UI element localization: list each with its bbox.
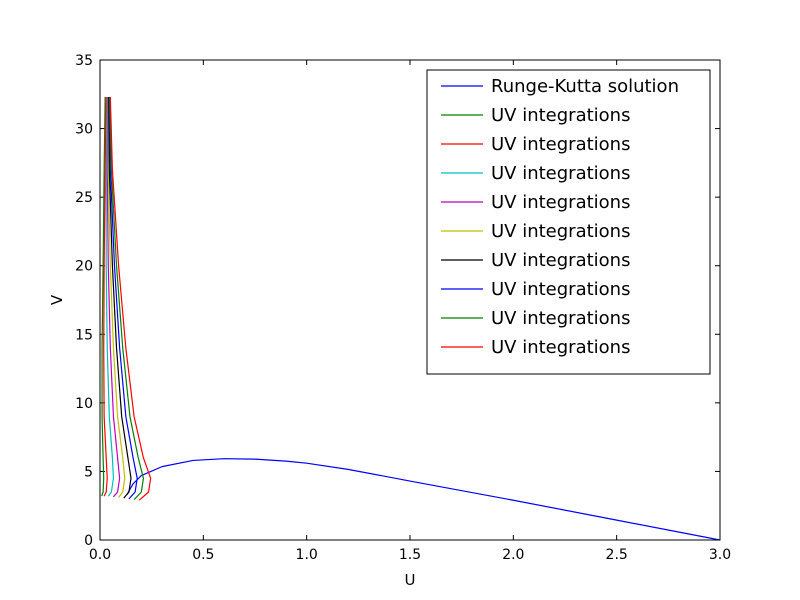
legend-entry: UV integrations: [491, 134, 630, 155]
x-tick-label: 0.0: [89, 547, 111, 563]
legend-entry: UV integrations: [491, 163, 630, 184]
x-tick-label: 1.0: [296, 547, 318, 563]
legend-entry: UV integrations: [491, 279, 630, 300]
x-tick-label: 3.0: [709, 547, 731, 563]
x-tick-label: 1.5: [399, 547, 421, 563]
series-line-8: [109, 97, 144, 500]
series-line-0: [126, 458, 721, 541]
series-line-3: [105, 97, 115, 497]
y-tick-label: 5: [84, 464, 93, 480]
series-line-9: [109, 97, 152, 501]
series-line-4: [106, 97, 121, 498]
x-tick-label: 0.5: [192, 547, 214, 563]
series-line-7: [108, 97, 138, 500]
series-lines: [101, 97, 721, 541]
legend-entry: UV integrations: [491, 250, 630, 271]
legend-entry: UV integrations: [491, 192, 630, 213]
legend-entry: UV integrations: [491, 105, 630, 126]
legend-entry: UV integrations: [491, 221, 630, 242]
y-tick-label: 10: [75, 396, 93, 412]
series-line-6: [108, 97, 132, 499]
plot-frame: [99, 59, 721, 541]
legend-entry: UV integrations: [491, 337, 630, 358]
y-tick-label: 30: [75, 122, 93, 138]
legend-box: [426, 69, 711, 375]
legend: Runge-Kutta solution UV integrations UV in…: [426, 69, 711, 375]
series-line-1: [101, 97, 106, 497]
x-tick-label: 2.5: [606, 547, 628, 563]
series-line-2: [103, 97, 108, 497]
x-axis-label: U: [405, 571, 416, 589]
y-tick-label: 25: [75, 190, 93, 206]
y-tick-label: 0: [84, 533, 93, 549]
y-tick-label: 20: [75, 259, 93, 275]
y-axis-label: V: [48, 294, 66, 305]
y-tick-label: 15: [75, 327, 93, 343]
series-line-5: [107, 97, 126, 498]
tick-labels: 0.0 0.5 1.0 1.5 2.0 2.5 3.0 0 5 10 15 20 25 30 35: [75, 53, 731, 563]
legend-entry: Runge-Kutta solution: [491, 76, 679, 97]
y-tick-label: 35: [75, 53, 93, 69]
legend-entry: UV integrations: [491, 308, 630, 329]
x-tick-label: 2.0: [502, 547, 524, 563]
